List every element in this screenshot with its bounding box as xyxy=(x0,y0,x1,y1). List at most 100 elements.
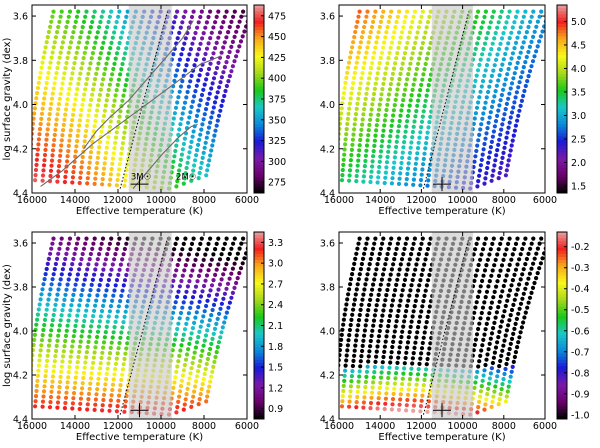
model-point xyxy=(380,360,385,365)
model-point xyxy=(106,87,111,92)
model-point xyxy=(505,163,510,168)
model-point xyxy=(70,180,75,185)
model-point xyxy=(204,173,209,178)
model-point xyxy=(397,402,402,407)
model-point xyxy=(216,236,221,241)
colorbar-segment xyxy=(557,344,567,348)
model-point xyxy=(537,266,542,271)
model-point xyxy=(359,354,364,359)
colorbar-segment xyxy=(254,133,264,137)
model-point xyxy=(378,375,384,380)
model-point xyxy=(171,116,176,121)
model-point xyxy=(399,293,404,298)
colorbar-segment xyxy=(254,152,264,156)
model-point xyxy=(78,339,83,344)
colorbar-segment xyxy=(557,52,567,56)
model-point xyxy=(38,121,43,127)
model-point xyxy=(520,20,525,25)
model-point xyxy=(199,92,205,98)
model-point xyxy=(181,332,186,337)
model-point xyxy=(103,156,108,161)
model-point xyxy=(175,68,180,73)
model-point xyxy=(104,150,109,155)
colorbar-tick-label: 350 xyxy=(268,115,286,126)
model-point xyxy=(506,293,511,298)
model-point xyxy=(33,178,38,183)
model-point xyxy=(367,35,372,40)
model-point xyxy=(400,61,405,66)
model-point xyxy=(85,118,90,123)
model-point xyxy=(117,9,122,14)
model-point xyxy=(477,321,482,326)
model-point xyxy=(479,84,484,89)
colorbar-segment xyxy=(254,130,264,134)
model-point xyxy=(347,399,352,404)
model-point xyxy=(417,135,422,140)
model-point xyxy=(197,329,202,334)
model-point xyxy=(119,67,124,72)
model-point xyxy=(347,101,352,106)
model-point xyxy=(526,74,531,79)
model-point xyxy=(347,404,352,409)
model-point xyxy=(405,113,411,119)
model-point xyxy=(373,272,378,277)
model-point xyxy=(405,171,410,176)
colorbar-segment xyxy=(557,149,567,153)
model-point xyxy=(518,75,524,80)
model-point xyxy=(393,25,398,30)
model-point xyxy=(472,159,477,164)
model-point xyxy=(191,168,196,173)
model-point xyxy=(484,36,489,41)
panel-bottom-right: 16000 14000 12000 10000 8000 60003.63.84.04.2… xyxy=(320,231,590,443)
model-point xyxy=(384,386,390,391)
model-point xyxy=(401,324,406,329)
model-point xyxy=(381,9,386,14)
model-point xyxy=(100,236,106,241)
model-point xyxy=(213,247,218,252)
model-point xyxy=(489,104,495,109)
model-point xyxy=(105,366,110,371)
model-point xyxy=(97,319,102,324)
model-point xyxy=(219,75,224,80)
model-point xyxy=(85,344,90,350)
model-point xyxy=(410,135,415,140)
model-point xyxy=(379,277,384,282)
model-point xyxy=(485,352,490,357)
model-point xyxy=(180,337,185,342)
model-point xyxy=(476,364,481,369)
model-point xyxy=(95,30,100,35)
model-point xyxy=(67,313,72,318)
model-point xyxy=(84,308,89,313)
model-point xyxy=(407,156,412,161)
model-point xyxy=(339,342,343,348)
model-point xyxy=(49,158,55,163)
model-point xyxy=(112,325,117,330)
model-point xyxy=(205,168,210,173)
model-point xyxy=(409,252,414,257)
model-point xyxy=(507,288,513,293)
model-point xyxy=(99,129,104,134)
model-point xyxy=(403,355,408,361)
model-point xyxy=(372,14,377,19)
model-point xyxy=(215,316,220,321)
x-tick-label: 8000 xyxy=(192,195,216,206)
model-point xyxy=(105,252,110,257)
model-point xyxy=(110,262,115,267)
model-point xyxy=(355,282,360,287)
model-point xyxy=(41,389,47,394)
model-point xyxy=(419,398,424,403)
model-point xyxy=(213,71,218,76)
model-point xyxy=(192,320,197,325)
model-point xyxy=(210,110,215,115)
model-point xyxy=(62,179,67,185)
model-point xyxy=(120,98,125,103)
model-point xyxy=(172,305,177,310)
colorbar-segment xyxy=(254,124,264,128)
plot-frame xyxy=(31,231,248,420)
model-point xyxy=(479,310,484,316)
model-point xyxy=(507,61,513,66)
model-point xyxy=(211,25,216,30)
model-point xyxy=(512,20,517,25)
model-point xyxy=(184,289,189,294)
model-point xyxy=(45,302,50,307)
